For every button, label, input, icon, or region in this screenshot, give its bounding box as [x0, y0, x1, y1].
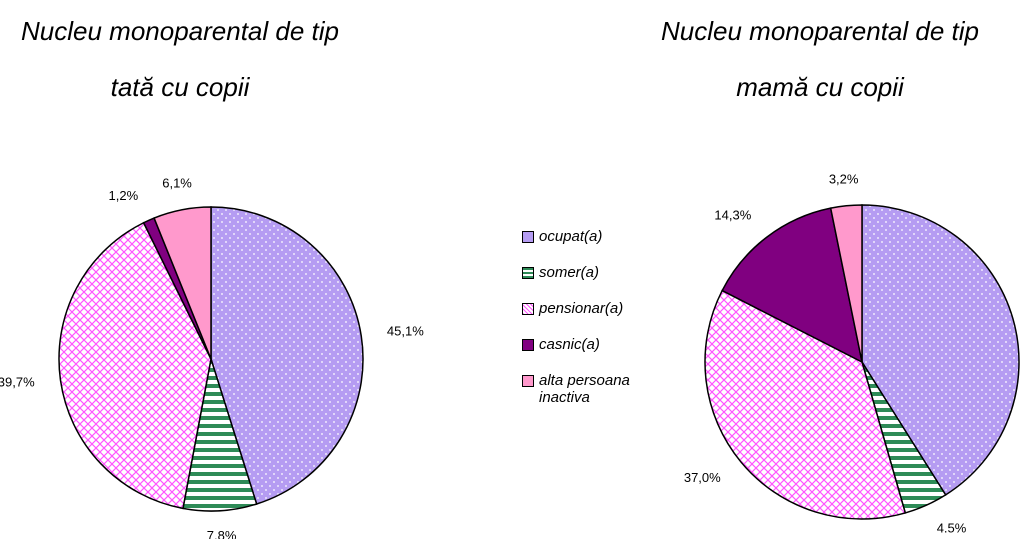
chart-title: tată cu copii: [111, 72, 251, 102]
legend-label: ocupat(a): [539, 228, 603, 245]
legend-swatch: [522, 303, 534, 315]
data-label: 3,2%: [829, 171, 859, 186]
data-label: 4.5%: [937, 520, 967, 535]
data-label: 39,7%: [0, 375, 35, 390]
legend: ocupat(a) somer(a) pensionar(a) casnic(a) al…: [522, 228, 652, 425]
data-label: 6,1%: [162, 176, 192, 191]
pie-slice: [704, 289, 907, 520]
legend-item: casnic(a): [522, 336, 652, 353]
legend-swatch: [522, 375, 534, 387]
pie-slice: [721, 207, 864, 364]
legend-item: pensionar(a): [522, 300, 652, 317]
legend-swatch: [522, 231, 534, 243]
data-label: 45,1%: [387, 323, 424, 338]
legend-item: somer(a): [522, 264, 652, 281]
data-label: 1,2%: [109, 188, 139, 203]
chart-title: Nucleu monoparental de tip: [21, 16, 339, 46]
pie-slice: [829, 204, 863, 363]
data-label: 7,8%: [207, 528, 237, 539]
legend-item: alta persoana inactiva: [522, 372, 652, 406]
pie-slice: [58, 221, 212, 510]
data-label: 14,3%: [714, 208, 751, 223]
legend-label: pensionar(a): [539, 300, 624, 317]
data-label: 37,0%: [684, 470, 721, 485]
pie-slice: [153, 206, 212, 360]
legend-label: casnic(a): [539, 336, 600, 353]
legend-item: ocupat(a): [522, 228, 652, 245]
chart-title: mamă cu copii: [736, 72, 905, 102]
legend-swatch: [522, 339, 534, 351]
legend-label: alta persoana inactiva: [539, 372, 630, 406]
legend-label: somer(a): [539, 264, 600, 281]
chart-title: Nucleu monoparental de tip: [661, 16, 979, 46]
pie-slice: [861, 204, 1020, 496]
pie-slice: [210, 206, 364, 505]
legend-swatch: [522, 267, 534, 279]
